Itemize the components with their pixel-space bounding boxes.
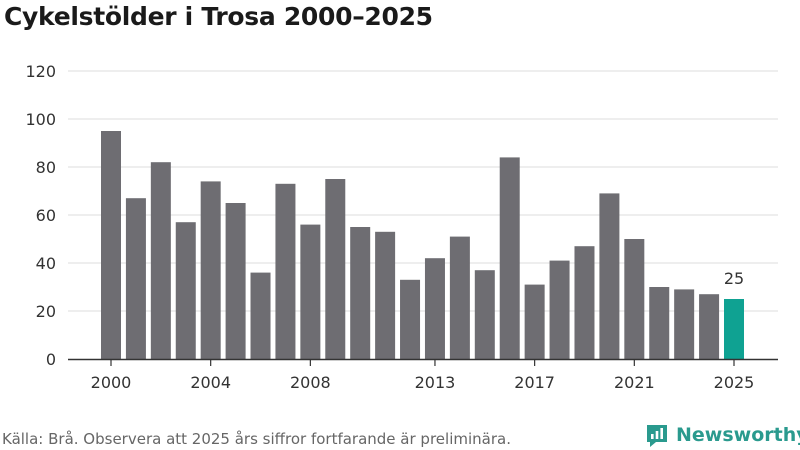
bar-2010 bbox=[350, 227, 371, 359]
y-axis-tick-labels: 0 20 40 60 80 100 120 bbox=[25, 62, 56, 369]
bar-2020 bbox=[599, 193, 620, 359]
bar-2005 bbox=[225, 203, 246, 359]
source-note: Källa: Brå. Observera att 2025 års siffr… bbox=[2, 430, 511, 448]
bar-2008 bbox=[300, 224, 321, 359]
bar-2024 bbox=[699, 294, 720, 359]
x-axis-ticks bbox=[110, 359, 735, 366]
x-tick-label: 2008 bbox=[290, 373, 331, 392]
y-tick-label: 80 bbox=[36, 158, 56, 177]
highlight-data-label: 25 bbox=[724, 269, 744, 288]
bar-2003 bbox=[175, 222, 196, 359]
x-tick-label: 2004 bbox=[190, 373, 231, 392]
newsworthy-brand[interactable]: Newsworthy bbox=[644, 421, 800, 449]
x-tick-label: 2017 bbox=[514, 373, 555, 392]
x-tick-label: 2013 bbox=[415, 373, 456, 392]
bar-2016 bbox=[499, 157, 520, 359]
bar-2021 bbox=[624, 239, 645, 359]
bar-2011 bbox=[375, 231, 396, 359]
x-tick-label: 2021 bbox=[614, 373, 655, 392]
y-tick-label: 0 bbox=[46, 350, 56, 369]
bar-2007 bbox=[275, 183, 296, 359]
bar-2022 bbox=[649, 287, 670, 359]
bars bbox=[101, 131, 744, 359]
bar-2014 bbox=[449, 236, 470, 359]
bar-2018 bbox=[549, 260, 570, 359]
bar-2025 bbox=[724, 299, 744, 359]
bar-2015 bbox=[474, 270, 495, 359]
y-tick-label: 120 bbox=[25, 62, 56, 81]
bar-2006 bbox=[250, 272, 271, 359]
bar-2013 bbox=[424, 258, 445, 359]
bar-2019 bbox=[574, 246, 595, 359]
x-tick-label: 2000 bbox=[91, 373, 132, 392]
y-tick-label: 20 bbox=[36, 302, 56, 321]
bar-2004 bbox=[200, 181, 221, 359]
newsworthy-logo-icon bbox=[647, 425, 667, 447]
brand-name: Newsworthy bbox=[676, 424, 800, 446]
x-tick-label: 2025 bbox=[714, 373, 755, 392]
bar-chart: 0 20 40 60 80 100 120 2000 2004 2008 2013 2017 2021… bbox=[25, 62, 778, 392]
bar-2002 bbox=[150, 162, 171, 359]
bar-2009 bbox=[325, 179, 346, 359]
gridlines bbox=[68, 70, 778, 312]
bar-2023 bbox=[674, 289, 695, 359]
bar-2012 bbox=[400, 279, 421, 359]
y-tick-label: 60 bbox=[36, 206, 56, 225]
y-tick-label: 100 bbox=[25, 110, 56, 129]
x-axis-tick-labels: 2000 2004 2008 2013 2017 2021 2025 bbox=[91, 373, 755, 392]
bar-2001 bbox=[125, 198, 146, 359]
bar-2017 bbox=[524, 284, 545, 359]
bar-2000 bbox=[101, 131, 121, 359]
chart-title: Cykelstölder i Trosa 2000–2025 bbox=[4, 2, 433, 31]
y-tick-label: 40 bbox=[36, 254, 56, 273]
